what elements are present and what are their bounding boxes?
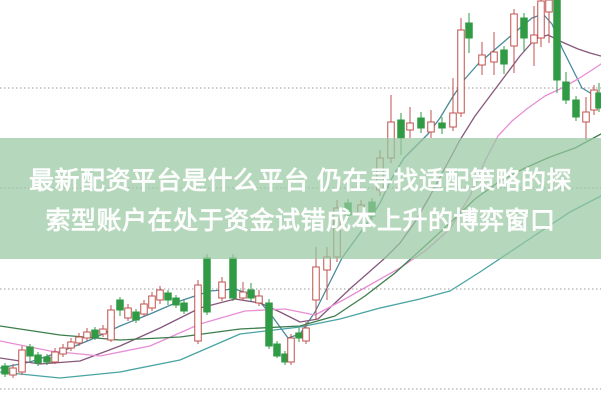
caption-line-1: 最新配资平台是什么平台 仍在寻找适配策略的探 bbox=[29, 166, 572, 195]
caption-band: 最新配资平台是什么平台 仍在寻找适配策略的探 索型账户在处于资金试错成本上升的博… bbox=[0, 138, 601, 259]
caption-line-2: 索型账户在处于资金试错成本上升的博弈窗口 bbox=[45, 206, 556, 235]
